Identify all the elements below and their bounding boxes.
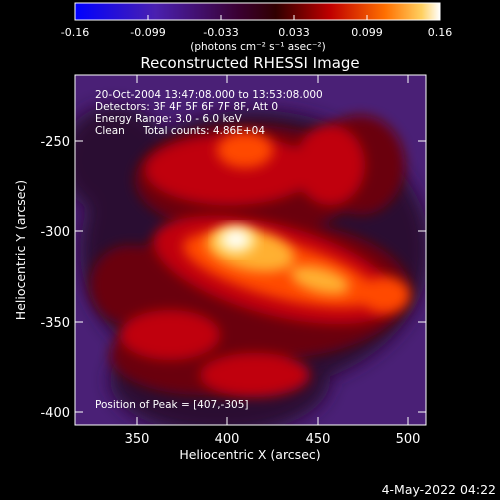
annotation-detectors: Detectors: 3F 4F 5F 6F 7F 8F, Att 0 [95, 101, 278, 113]
y-tick-label: -300 [40, 225, 70, 240]
y-tick-label: -350 [40, 316, 70, 331]
colorbar-gradient [74, 2, 441, 21]
colorbar-ticks [74, 15, 441, 20]
colorbar-unit-label: (photons cm⁻² s⁻¹ asec⁻²) [190, 41, 325, 53]
y-tick-label: -250 [40, 135, 70, 150]
solar-image [75, 75, 426, 425]
colorbar-tick-label: -0.099 [130, 26, 165, 39]
annotation-time-range: 20-Oct-2004 13:47:08.000 to 13:53:08.000 [95, 89, 323, 101]
x-tick-label: 500 [396, 432, 421, 447]
peak-region [216, 226, 256, 254]
colorbar: -0.16 -0.099 -0.033 0.033 0.099 0.16 (ph… [61, 2, 453, 53]
x-axis-ticks [136, 75, 409, 425]
footer-timestamp: 4-May-2022 04:22 [382, 482, 496, 497]
x-tick-label: 450 [306, 432, 331, 447]
x-axis-label: Heliocentric X (arcsec) [179, 447, 320, 462]
y-axis-label: Heliocentric Y (arcsec) [13, 180, 28, 320]
y-axis-ticks [75, 140, 426, 413]
x-tick-label: 400 [215, 432, 240, 447]
colorbar-tick-label: -0.033 [203, 26, 238, 39]
image-title: Reconstructed RHESSI Image [140, 54, 359, 72]
annotation-energy-range: Energy Range: 3.0 - 6.0 keV [95, 113, 243, 125]
y-tick-label: -400 [40, 406, 70, 421]
annotation-method: Clean [95, 125, 125, 137]
x-tick-label: 350 [125, 432, 150, 447]
image-annotations: 20-Oct-2004 13:47:08.000 to 13:53:08.000… [95, 89, 323, 411]
colorbar-tick-label: -0.16 [61, 26, 89, 39]
plot-frame [74, 74, 427, 426]
colorbar-tick-label: 0.033 [278, 26, 310, 39]
annotation-peak-position: Position of Peak = [407,-305] [95, 399, 249, 411]
colorbar-tick-label: 0.099 [351, 26, 383, 39]
colorbar-tick-label: 0.16 [428, 26, 453, 39]
annotation-total-counts: Total counts: 4.86E+04 [142, 125, 265, 137]
